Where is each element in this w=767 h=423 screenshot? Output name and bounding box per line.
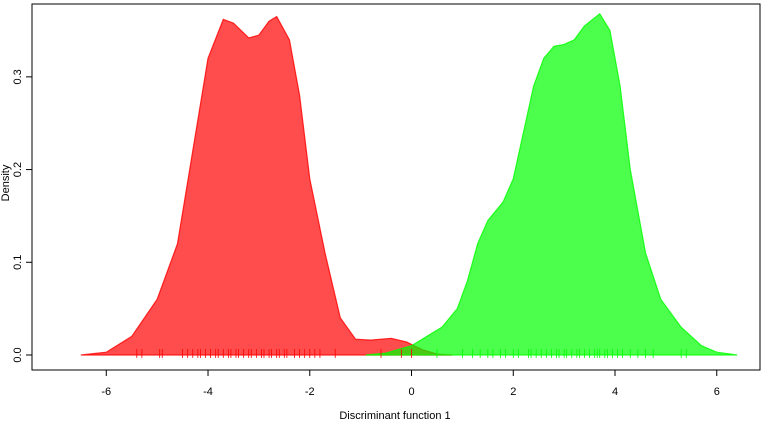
- density-area: [365, 12, 738, 356]
- x-axis-title: Discriminant function 1: [339, 410, 450, 422]
- x-tick-label: -2: [305, 386, 315, 398]
- density-area: [80, 15, 453, 356]
- y-tick-label: 0.0: [12, 347, 24, 362]
- x-tick-label: 6: [714, 386, 720, 398]
- plot-frame: [31, 3, 761, 371]
- y-tick-label: 0.3: [12, 69, 24, 84]
- x-tick-label: 0: [408, 386, 414, 398]
- x-tick-label: 2: [510, 386, 516, 398]
- x-tick-label: 4: [612, 386, 618, 398]
- y-tick-label: 0.2: [12, 162, 24, 177]
- y-tick-label: 0.1: [12, 255, 24, 270]
- x-tick-label: -4: [203, 386, 213, 398]
- x-tick-label: -6: [101, 386, 111, 398]
- y-axis-title: Density: [0, 164, 12, 201]
